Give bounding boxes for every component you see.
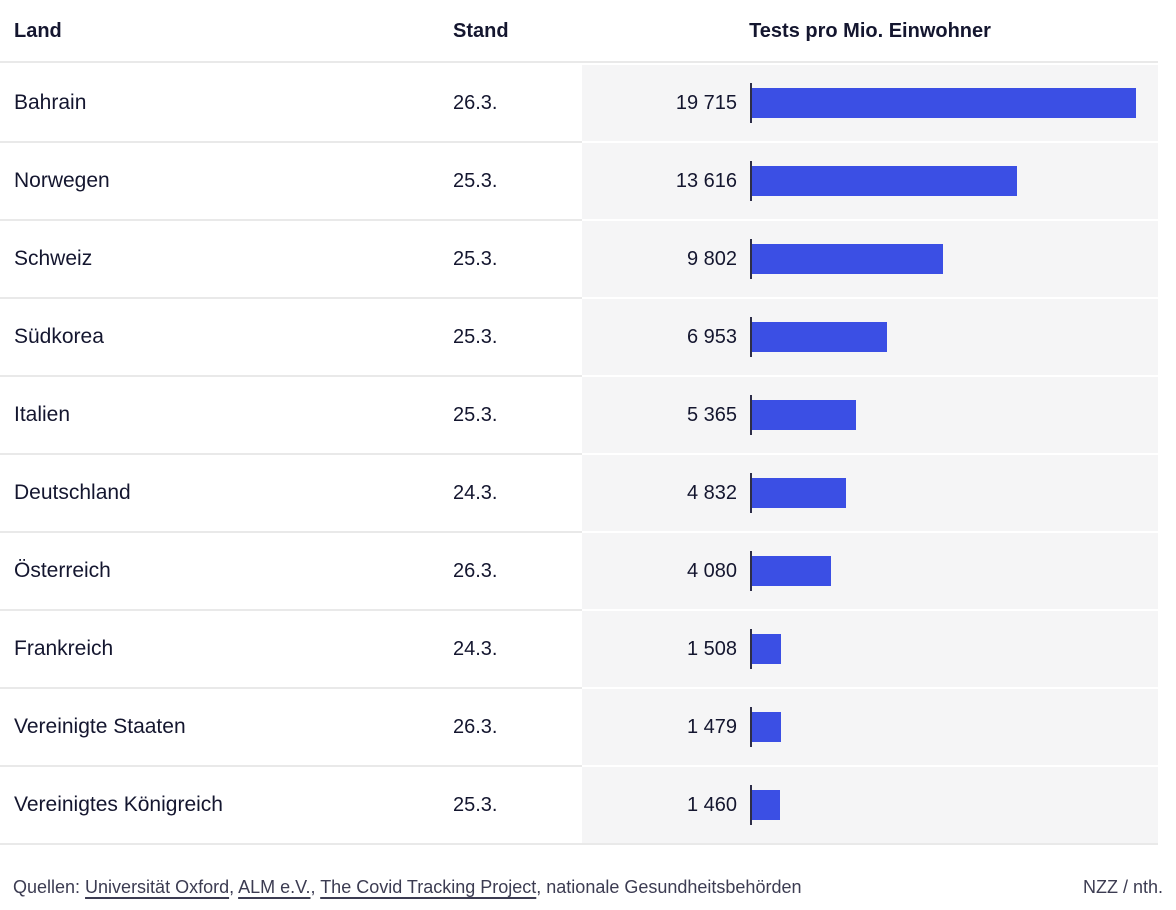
source-text: , bbox=[310, 877, 321, 897]
source-link[interactable]: The Covid Tracking Project bbox=[320, 877, 537, 897]
table-row: Vereinigte Staaten 26.3. 1 479 bbox=[0, 689, 1176, 767]
bar-cell: 4 832 bbox=[582, 455, 1158, 531]
source-text: , bbox=[229, 877, 239, 897]
table-row: Deutschland 24.3. 4 832 bbox=[0, 455, 1176, 533]
country-label: Vereinigtes Königreich bbox=[14, 793, 223, 816]
value-bar bbox=[752, 244, 943, 274]
date-label: 24.3. bbox=[453, 638, 498, 660]
date-label: 26.3. bbox=[453, 716, 498, 738]
column-header-tests: Tests pro Mio. Einwohner bbox=[749, 20, 991, 42]
value-bar bbox=[752, 400, 856, 430]
value-label: 9 802 bbox=[686, 247, 737, 270]
value-bar bbox=[752, 712, 781, 742]
date-label: 25.3. bbox=[453, 404, 498, 426]
source-text: Quellen: bbox=[13, 877, 86, 897]
value-bar bbox=[752, 322, 887, 352]
country-label: Norwegen bbox=[14, 169, 110, 192]
date-label: 24.3. bbox=[453, 482, 498, 504]
bar-cell: 1 460 bbox=[582, 767, 1158, 843]
country-label: Schweiz bbox=[14, 247, 93, 270]
source-link[interactable]: ALM e.V. bbox=[238, 877, 311, 897]
country-label: Italien bbox=[14, 403, 71, 426]
bar-track bbox=[750, 395, 856, 435]
date-label: 25.3. bbox=[453, 326, 498, 348]
country-label: Österreich bbox=[14, 559, 111, 582]
table-row: Frankreich 24.3. 1 508 bbox=[0, 611, 1176, 689]
bar-cell: 19 715 bbox=[582, 65, 1158, 141]
source-text: , nationale Gesundheitsbehörden bbox=[536, 877, 802, 897]
table-row: Norwegen 25.3. 13 616 bbox=[0, 143, 1176, 221]
table-row: Schweiz 25.3. 9 802 bbox=[0, 221, 1176, 299]
bar-track bbox=[750, 707, 781, 747]
bar-track bbox=[750, 239, 943, 279]
date-label: 26.3. bbox=[453, 92, 498, 114]
bar-track bbox=[750, 551, 831, 591]
credit-label: NZZ / nth. bbox=[1082, 877, 1163, 897]
value-label: 4 832 bbox=[686, 481, 737, 504]
country-label: Bahrain bbox=[14, 91, 87, 114]
table-row: Südkorea 25.3. 6 953 bbox=[0, 299, 1176, 377]
country-label: Südkorea bbox=[14, 325, 104, 348]
bar-cell: 1 479 bbox=[582, 689, 1158, 765]
bar-track bbox=[750, 629, 781, 669]
source-link[interactable]: Universität Oxford bbox=[85, 877, 230, 897]
country-label: Vereinigte Staaten bbox=[14, 715, 186, 738]
value-label: 4 080 bbox=[686, 559, 737, 582]
bar-track bbox=[750, 473, 846, 513]
country-label: Frankreich bbox=[14, 637, 114, 660]
table-row: Österreich 26.3. 4 080 bbox=[0, 533, 1176, 611]
date-label: 26.3. bbox=[453, 560, 498, 582]
value-bar bbox=[752, 634, 781, 664]
column-header-land: Land bbox=[14, 20, 62, 42]
table-header: Land Stand Tests pro Mio. Einwohner bbox=[0, 0, 1158, 63]
value-bar bbox=[752, 88, 1136, 118]
column-header-stand: Stand bbox=[453, 20, 509, 42]
sources-line: Quellen: Universität Oxford, ALM e.V., T… bbox=[13, 872, 801, 902]
table-row: Vereinigtes Königreich 25.3. 1 460 bbox=[0, 767, 1176, 845]
value-bar bbox=[752, 478, 846, 508]
value-label: 6 953 bbox=[686, 325, 737, 348]
bar-track bbox=[750, 83, 1136, 123]
bar-track bbox=[750, 785, 780, 825]
bar-cell: 5 365 bbox=[582, 377, 1158, 453]
date-label: 25.3. bbox=[453, 248, 498, 270]
value-bar bbox=[752, 790, 780, 820]
value-label: 1 460 bbox=[686, 793, 737, 816]
date-label: 25.3. bbox=[453, 794, 498, 816]
bar-cell: 6 953 bbox=[582, 299, 1158, 375]
value-label: 19 715 bbox=[675, 91, 737, 114]
bar-track bbox=[750, 161, 1017, 201]
bar-cell: 13 616 bbox=[582, 143, 1158, 219]
country-label: Deutschland bbox=[14, 481, 131, 504]
value-bar bbox=[752, 166, 1017, 196]
bar-track bbox=[750, 317, 887, 357]
value-label: 1 508 bbox=[686, 637, 737, 660]
date-label: 25.3. bbox=[453, 170, 498, 192]
table-row: Italien 25.3. 5 365 bbox=[0, 377, 1176, 455]
value-bar bbox=[752, 556, 831, 586]
value-label: 13 616 bbox=[675, 169, 737, 192]
table-body: Bahrain 26.3. 19 715 Norwegen 25.3. 13 6… bbox=[0, 65, 1176, 845]
value-label: 5 365 bbox=[686, 403, 737, 426]
footer: Quellen: Universität Oxford, ALM e.V., T… bbox=[0, 872, 1176, 902]
bar-cell: 4 080 bbox=[582, 533, 1158, 609]
value-label: 1 479 bbox=[686, 715, 737, 738]
bar-cell: 9 802 bbox=[582, 221, 1158, 297]
bar-cell: 1 508 bbox=[582, 611, 1158, 687]
table-row: Bahrain 26.3. 19 715 bbox=[0, 65, 1176, 143]
